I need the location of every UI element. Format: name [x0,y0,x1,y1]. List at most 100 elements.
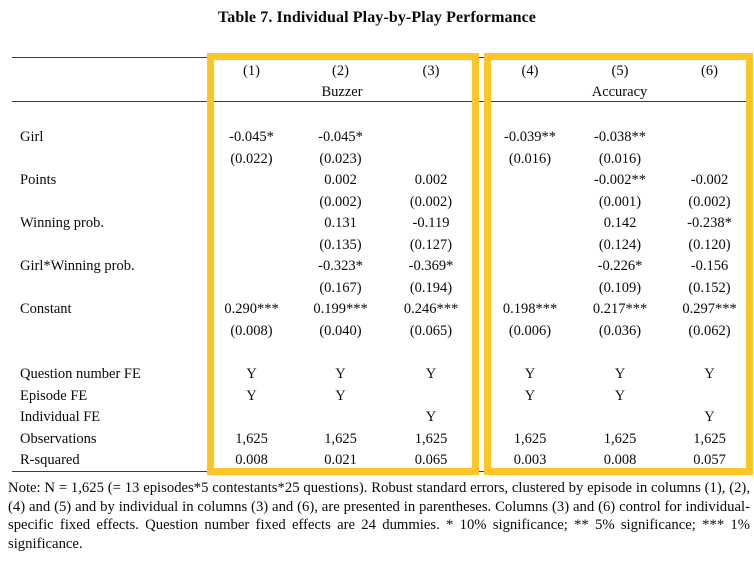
group-header-buzzer: Buzzer [321,84,363,100]
variable-label: Winning prob. [20,215,104,231]
value-cell: Y [425,409,437,425]
value-cell: Y [246,387,257,404]
value-cell: 1,625 [603,430,637,447]
group-header-accuracy: Accuracy [591,84,648,100]
value-cell [665,127,754,149]
value-cell: 0.002 [414,172,448,188]
value-cell: 0.008 [235,452,268,468]
variable-label-blank [8,192,207,214]
value-cell [207,235,296,257]
value-cell: (0.152) [688,279,731,296]
value-cell: (0.006) [508,322,552,339]
table-row: Girl*Winning prob. -0.323* -0.369* -0.226* -… [8,256,754,278]
value-cell: -0.045* [229,129,274,145]
value-cell: 0.199*** [313,301,368,317]
value-cell: -0.002 [690,172,729,188]
value-cell: Y [335,387,346,404]
value-cell: -0.045* [318,129,363,145]
variable-label-blank [8,235,207,257]
value-cell [485,170,575,192]
value-cell: (0.036) [598,322,642,339]
regression-table: (1) (2) (3) (4) (5) (6) Buzzer Accuracy … [8,60,754,472]
value-cell: 0.297*** [682,301,737,317]
table-row: R-squared 0.008 0.021 0.065 0.003 0.008 0.057 [8,450,754,472]
gap-cell [477,364,485,386]
spacer-cell [8,342,754,364]
col-id-5: (5) [611,63,629,79]
gap-cell [477,386,485,408]
value-cell: -0.039** [504,129,556,145]
value-cell: 1,625 [414,430,448,447]
value-cell [485,256,575,278]
value-cell: (0.002) [319,193,362,210]
variable-label-blank [8,321,207,343]
spacer-row [8,102,754,127]
spacer-row [8,342,754,364]
table-row: Episode FE Y Y Y Y [8,386,754,408]
value-cell: (0.109) [598,279,642,296]
table-row: (0.008) (0.040) (0.065) (0.006) (0.036) (0.06… [8,321,754,343]
variable-label-blank [8,278,207,300]
value-cell: (0.001) [598,193,642,210]
value-cell: -0.002** [594,172,646,188]
gap-cell [477,192,485,214]
stat-label: Individual FE [20,409,101,425]
stat-label: Question number FE [20,366,141,382]
table-row: Points 0.002 0.002 -0.002** -0.002 [8,170,754,192]
value-cell: (0.023) [319,150,362,167]
value-cell [207,192,296,214]
value-cell: (0.022) [230,150,273,167]
value-cell: (0.124) [598,236,642,253]
table-row: (0.135) (0.127) (0.124) (0.120) [8,235,754,257]
gap-cell [477,450,485,472]
value-cell [385,386,477,408]
value-cell: 0.131 [324,215,357,231]
value-cell: Y [335,366,346,382]
gap-cell [477,321,485,343]
value-cell: 0.246*** [403,301,459,317]
table-header-rule [12,101,746,103]
value-cell [385,127,477,149]
variable-label: Constant [20,301,72,317]
value-cell [207,256,296,278]
table-note: Note: N = 1,625 (= 13 episodes*5 contest… [8,480,750,552]
value-cell: Y [246,366,257,382]
value-cell: 0.008 [603,452,637,468]
table-body: Girl -0.045* -0.045* -0.039** -0.038** (0.022… [8,102,754,472]
value-cell: (0.194) [409,279,453,296]
value-cell: (0.135) [319,236,362,253]
value-cell: (0.065) [409,322,453,339]
value-cell: 0.065 [414,452,448,468]
spacer-cell [8,102,754,127]
value-cell [665,149,754,171]
gap-cell [477,407,485,429]
value-cell: -0.238* [687,215,732,231]
gap-cell [477,429,485,451]
value-cell: Y [524,387,536,404]
variable-label: Girl [20,129,44,145]
stat-label: Episode FE [20,387,88,404]
stat-label: Observations [20,430,97,447]
gap-cell [477,299,485,321]
value-cell [207,170,296,192]
value-cell: -0.226* [597,258,643,274]
value-cell: 0.021 [324,452,357,468]
value-cell [485,235,575,257]
gap-cell [477,213,485,235]
value-cell: Y [704,409,715,425]
group-header-row: Buzzer Accuracy [8,82,754,102]
gap-cell [477,235,485,257]
value-cell: 1,625 [235,430,268,447]
value-cell: 0.217*** [592,301,648,317]
value-cell: (0.040) [319,322,362,339]
value-cell [296,407,385,429]
value-cell: -0.119 [412,215,450,231]
table-row: (0.022) (0.023) (0.016) (0.016) [8,149,754,171]
value-cell: Y [614,366,626,382]
gap-cell [477,278,485,300]
corner-cell [8,60,207,82]
table-row: Girl -0.045* -0.045* -0.039** -0.038** [8,127,754,149]
corner-cell [8,82,207,102]
value-cell: 0.198*** [502,301,558,317]
value-cell: 0.002 [324,172,357,188]
